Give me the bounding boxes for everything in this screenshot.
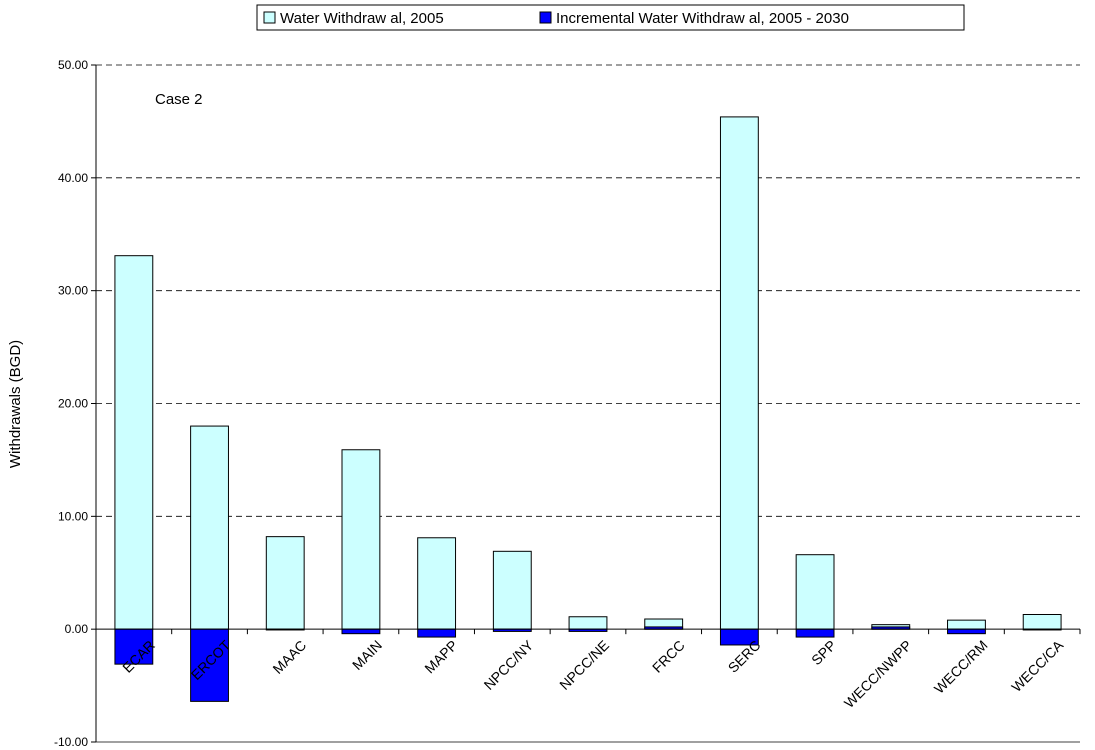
y-tick-label: 40.00 — [58, 171, 88, 185]
y-tick-label: 20.00 — [58, 397, 88, 411]
bar-withdrawal-2005 — [795, 554, 835, 630]
bar-incremental-withdrawal — [114, 628, 154, 665]
chart-annotation: Case 2 — [155, 91, 203, 108]
x-axis-labels: ECAR ERCOT MAAC MAIN MAPP NPCC/NY NPCC/NE FRCC S… — [119, 637, 1067, 711]
x-tick-label: FRCC — [649, 637, 688, 676]
legend-label: Incremental Water Withdraw al, 2005 - 20… — [556, 10, 849, 27]
legend-swatch — [263, 11, 276, 24]
legend-box — [256, 4, 965, 31]
bar-withdrawal-2005 — [265, 536, 305, 630]
bar-withdrawal-2005 — [114, 255, 154, 630]
bar-withdrawal-2005 — [568, 616, 608, 630]
y-tick-label: 10.00 — [58, 509, 88, 523]
legend-swatch — [539, 11, 552, 24]
bar-incremental-withdrawal — [417, 628, 457, 638]
bar-incremental-withdrawal — [795, 628, 835, 638]
axes — [95, 65, 1081, 742]
y-tick-label: 0.00 — [65, 622, 89, 636]
y-tick-label: -10.00 — [54, 735, 88, 749]
y-axis-label: Withdrawals (BGD) — [7, 340, 24, 468]
x-tick-label: MAPP — [421, 637, 460, 676]
x-tick-label: MAIN — [349, 637, 385, 673]
bar-withdrawal-2005 — [190, 425, 229, 630]
legend-label: Water Withdraw al, 2005 — [280, 10, 444, 27]
x-tick-label: WECC/CA — [1008, 637, 1067, 696]
y-tick-label: 50.00 — [58, 58, 88, 72]
bars — [114, 116, 1062, 702]
bar-withdrawal-2005 — [417, 537, 457, 630]
x-tick-label: SPP — [808, 637, 839, 668]
x-tick-label: WECC/RM — [931, 637, 991, 697]
bar-incremental-withdrawal — [341, 628, 381, 635]
gridlines — [96, 64, 1080, 743]
x-tick-label: NPCC/NY — [481, 637, 537, 693]
y-tick-label: 30.00 — [58, 284, 88, 298]
bar-withdrawal-2005 — [947, 619, 986, 630]
bar-incremental-withdrawal — [947, 628, 986, 635]
bar-withdrawal-2005 — [1022, 613, 1062, 630]
bar-withdrawal-2005 — [719, 116, 759, 630]
legend: Water Withdraw al, 2005 Incremental Water… — [256, 4, 965, 31]
bar-incremental-withdrawal — [190, 628, 229, 702]
bar-withdrawal-2005 — [341, 449, 381, 630]
x-tick-label: WECC/NWPP — [841, 637, 915, 711]
x-tick-label: NPCC/NE — [556, 637, 612, 693]
x-tick-label: MAAC — [269, 637, 309, 677]
bar-withdrawal-2005 — [492, 550, 532, 630]
y-axis-ticks: -10.00 0.00 10.00 20.00 30.00 40.00 50.00 — [54, 58, 96, 749]
